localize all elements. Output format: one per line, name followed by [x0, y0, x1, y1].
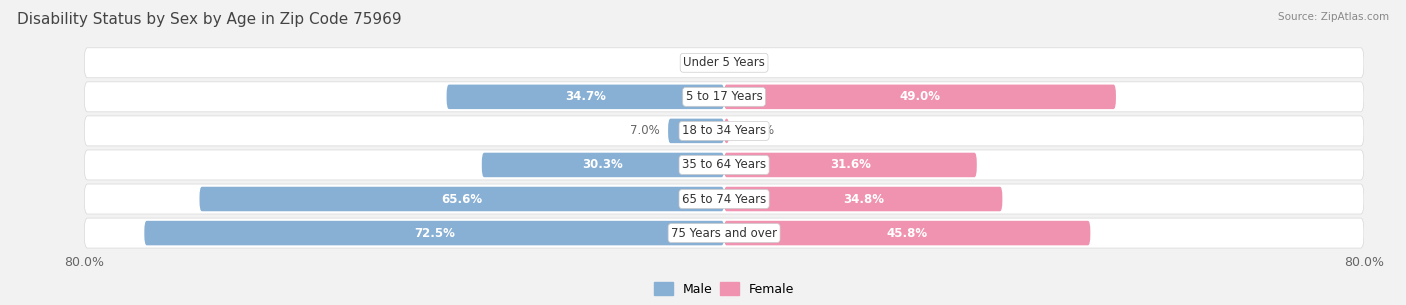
Text: Disability Status by Sex by Age in Zip Code 75969: Disability Status by Sex by Age in Zip C…	[17, 12, 402, 27]
Text: 7.0%: 7.0%	[630, 124, 661, 137]
Text: Under 5 Years: Under 5 Years	[683, 56, 765, 69]
FancyBboxPatch shape	[84, 184, 1364, 214]
Text: 72.5%: 72.5%	[413, 227, 454, 239]
Text: Source: ZipAtlas.com: Source: ZipAtlas.com	[1278, 12, 1389, 22]
Text: 34.7%: 34.7%	[565, 90, 606, 103]
Text: 45.8%: 45.8%	[887, 227, 928, 239]
Text: 75 Years and over: 75 Years and over	[671, 227, 778, 239]
FancyBboxPatch shape	[84, 150, 1364, 180]
FancyBboxPatch shape	[145, 221, 724, 245]
Text: 65 to 74 Years: 65 to 74 Years	[682, 192, 766, 206]
Text: 18 to 34 Years: 18 to 34 Years	[682, 124, 766, 137]
FancyBboxPatch shape	[84, 82, 1364, 112]
Text: 30.3%: 30.3%	[582, 159, 623, 171]
FancyBboxPatch shape	[724, 119, 730, 143]
Text: 0.63%: 0.63%	[737, 124, 775, 137]
FancyBboxPatch shape	[84, 48, 1364, 78]
FancyBboxPatch shape	[447, 84, 724, 109]
Text: 35 to 64 Years: 35 to 64 Years	[682, 159, 766, 171]
Text: 0.0%: 0.0%	[737, 56, 766, 69]
Text: 5 to 17 Years: 5 to 17 Years	[686, 90, 762, 103]
FancyBboxPatch shape	[724, 221, 1090, 245]
Text: 0.0%: 0.0%	[682, 56, 711, 69]
FancyBboxPatch shape	[84, 218, 1364, 248]
Text: 49.0%: 49.0%	[900, 90, 941, 103]
Text: 65.6%: 65.6%	[441, 192, 482, 206]
Text: 31.6%: 31.6%	[830, 159, 870, 171]
Legend: Male, Female: Male, Female	[650, 278, 799, 301]
FancyBboxPatch shape	[724, 187, 1002, 211]
FancyBboxPatch shape	[724, 153, 977, 177]
FancyBboxPatch shape	[668, 119, 724, 143]
FancyBboxPatch shape	[724, 84, 1116, 109]
FancyBboxPatch shape	[482, 153, 724, 177]
FancyBboxPatch shape	[200, 187, 724, 211]
FancyBboxPatch shape	[84, 116, 1364, 146]
Text: 34.8%: 34.8%	[842, 192, 884, 206]
